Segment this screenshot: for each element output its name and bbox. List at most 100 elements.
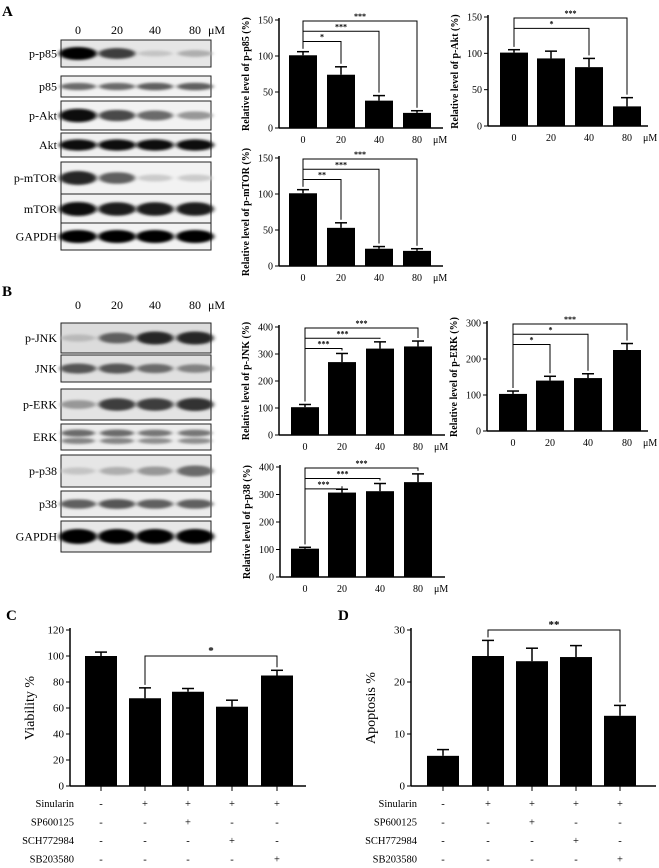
treatment-mark: - bbox=[230, 818, 234, 829]
y-tick-label: 300 bbox=[466, 319, 481, 330]
x-tick-label: 80 bbox=[412, 135, 422, 146]
blot-band bbox=[136, 499, 174, 509]
blot-band bbox=[177, 174, 213, 182]
y-tick-label: 150 bbox=[467, 13, 482, 24]
bar bbox=[404, 346, 432, 435]
treatment-mark: - bbox=[486, 855, 490, 866]
bar bbox=[366, 491, 394, 577]
treatment-mark: + bbox=[274, 855, 280, 866]
treatment-label: Sinularin bbox=[36, 799, 75, 810]
x-tick-label: 0 bbox=[301, 273, 306, 284]
x-tick-label: 0 bbox=[301, 135, 306, 146]
blot-band bbox=[59, 47, 97, 60]
x-unit-label: μM bbox=[434, 442, 448, 453]
blot-row-label: p38 bbox=[39, 497, 57, 511]
blot-row-p38: p38 bbox=[39, 490, 214, 518]
x-tick-label: 80 bbox=[622, 133, 632, 144]
treatment-mark: - bbox=[143, 818, 147, 829]
significance-label: *** bbox=[564, 315, 576, 324]
blot-row-p85: p85 bbox=[39, 75, 214, 98]
blot-band bbox=[138, 429, 172, 437]
significance-bracket bbox=[302, 158, 418, 246]
blot-band bbox=[137, 50, 173, 57]
bar bbox=[404, 482, 432, 577]
bar-chart-p-Akt: 0 50 100 150 Relative level of p-Akt (%) 0 20 4… bbox=[450, 9, 657, 144]
treatment-mark: - bbox=[618, 818, 622, 829]
significance-label: *** bbox=[356, 459, 368, 468]
blot-row-gapdh: GAPDH bbox=[16, 222, 214, 251]
bar bbox=[291, 548, 319, 577]
treatment-label: SCH772984 bbox=[22, 836, 75, 847]
blot-band bbox=[100, 437, 134, 445]
x-tick-label: 0 bbox=[303, 584, 308, 595]
treatment-mark: - bbox=[275, 836, 279, 847]
x-tick-label: 40 bbox=[375, 584, 385, 595]
blot-band bbox=[176, 465, 214, 477]
treatment-label: Sinularin bbox=[379, 799, 418, 810]
y-axis-label: Relative level of p-p38 (%) bbox=[242, 465, 253, 579]
treatment-mark: - bbox=[99, 818, 103, 829]
x-unit-label: μM bbox=[643, 438, 657, 449]
significance-label: * bbox=[208, 645, 214, 657]
significance-label: *** bbox=[337, 469, 349, 478]
lane-label: 80 bbox=[189, 298, 201, 312]
treatment-mark: - bbox=[486, 818, 490, 829]
blot-band bbox=[137, 466, 173, 476]
lane-label: 40 bbox=[149, 298, 161, 312]
significance-label: * bbox=[549, 325, 553, 334]
bar-chart-viability: 0 20 40 60 80 100 120 Viability % Sinularin - + + + +… bbox=[22, 625, 306, 866]
blot-band bbox=[61, 437, 95, 445]
bar bbox=[129, 698, 161, 786]
bar bbox=[365, 100, 393, 128]
treatment-mark: + bbox=[617, 855, 623, 866]
blot-band bbox=[59, 171, 97, 185]
significance-bracket bbox=[302, 20, 418, 108]
significance-label: *** bbox=[335, 160, 347, 169]
blot-band bbox=[176, 202, 214, 216]
panel-label-d: D bbox=[338, 608, 349, 624]
x-tick-label: 0 bbox=[511, 438, 516, 449]
significance-bracket bbox=[304, 467, 419, 545]
western-blot-a: 0 20 40 80 μM p-p85 p85 p-Akt Akt p-mTOR mTOR GAPDH bbox=[14, 23, 225, 251]
blot-row-label: mTOR bbox=[24, 202, 57, 216]
blot-band bbox=[176, 139, 214, 151]
blot-row-label: GAPDH bbox=[16, 230, 58, 244]
blot-row-p-akt: p-Akt bbox=[29, 100, 213, 131]
blot-band bbox=[176, 230, 214, 243]
blot-band bbox=[136, 82, 174, 91]
blot-band bbox=[178, 437, 212, 444]
bar bbox=[472, 656, 504, 786]
treatment-mark: - bbox=[441, 855, 445, 866]
bar-chart-p-p85: 0 50 100 150 Relative level of p-p85 (%) 0 20 4… bbox=[241, 12, 447, 146]
blot-row-label: p85 bbox=[39, 80, 57, 94]
bar bbox=[85, 656, 117, 786]
blot-band bbox=[98, 202, 136, 216]
blot-band bbox=[176, 82, 214, 91]
x-tick-label: 40 bbox=[584, 133, 594, 144]
treatment-mark: - bbox=[530, 836, 534, 847]
panel-label-a: A bbox=[2, 4, 13, 20]
blot-band bbox=[136, 139, 174, 151]
blot-band bbox=[59, 529, 97, 544]
x-tick-label: 80 bbox=[413, 442, 423, 453]
blot-band bbox=[98, 398, 136, 411]
significance-bracket bbox=[487, 629, 621, 703]
western-blot-b: 0 20 40 80 μM p-JNK JNK p-ERK ERK p-p38 p38 GAPDH bbox=[16, 298, 225, 553]
blot-band bbox=[59, 230, 97, 243]
treatment-mark: - bbox=[186, 836, 190, 847]
treatment-mark: + bbox=[229, 836, 235, 847]
blot-band bbox=[176, 529, 214, 544]
blot-band bbox=[177, 111, 213, 120]
x-unit-label: μM bbox=[434, 584, 448, 595]
blot-band bbox=[136, 331, 174, 345]
blot-band bbox=[136, 110, 174, 121]
blot-band bbox=[98, 82, 136, 91]
y-tick-label: 0 bbox=[477, 122, 482, 133]
treatment-mark: + bbox=[485, 799, 491, 810]
significance-bracket bbox=[513, 17, 628, 95]
x-tick-label: 80 bbox=[622, 438, 632, 449]
blot-band bbox=[136, 363, 174, 374]
